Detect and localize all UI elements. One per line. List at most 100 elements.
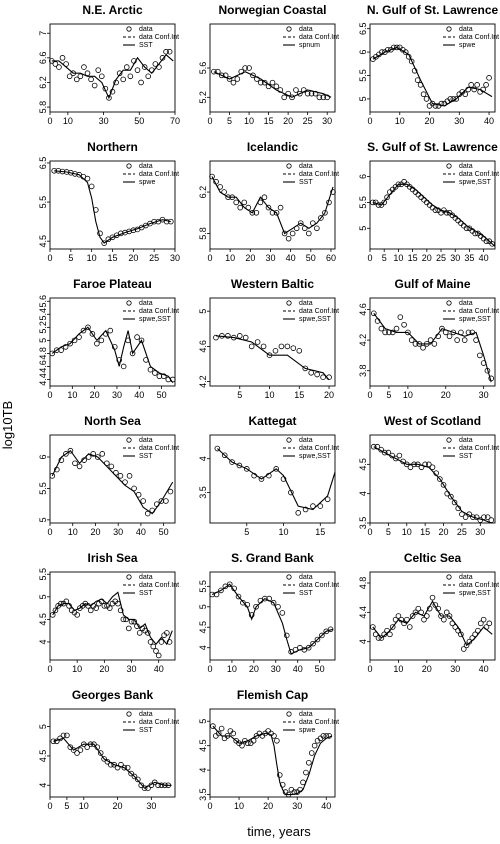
data-point: [91, 82, 98, 89]
x-tick-label: 50: [159, 527, 169, 537]
x-tick-label: 20: [263, 801, 273, 811]
panel-title: Georges Bank: [72, 688, 154, 702]
x-tick-label: 15: [107, 253, 117, 263]
x-tick-label: 25: [149, 253, 159, 263]
x-tick-label: 10: [72, 664, 82, 674]
plot-frame: [209, 571, 336, 661]
x-tick-label: 0: [47, 527, 52, 537]
plot-frame: [49, 571, 176, 661]
data-point: [421, 616, 427, 623]
data-point: [310, 503, 316, 509]
data-point: [448, 493, 454, 500]
data-point: [450, 329, 457, 336]
panel-faroe-plateau: Faroe Plateau 0 10 20 30 40 50 4.44.64.8 5 5.25.4…: [38, 277, 179, 400]
data-point: [408, 58, 415, 65]
data-point: [87, 607, 94, 614]
x-tick-label: 25: [457, 527, 467, 537]
panel-title: S. Grand Bank: [231, 551, 314, 565]
plot-frame: [369, 23, 496, 113]
legend-label: spwe,SST: [459, 590, 492, 597]
data-point: [218, 725, 225, 732]
data-point: [134, 67, 141, 73]
data-point: [226, 581, 233, 588]
x-tick-label: 30: [450, 253, 460, 263]
data-point: [304, 90, 311, 97]
panel-title: N. Gulf of St. Lawrence: [367, 3, 499, 17]
data-point: [152, 61, 159, 67]
x-tick-label: 40: [321, 801, 331, 811]
data-point: [120, 616, 127, 623]
data-point: [447, 96, 454, 102]
data-point: [253, 603, 259, 610]
panel-title: N.E. Arctic: [82, 3, 143, 17]
legend-symbol: [446, 163, 452, 169]
x-tick-label: 40: [154, 664, 164, 674]
data-point: [138, 337, 145, 344]
data-point: [488, 517, 495, 523]
panel-west-of-scotland: West of Scotland 0 5 10 15 20 25 30 3.5 4 4.5 datad…: [358, 414, 499, 537]
x-tick-label: 0: [47, 253, 52, 263]
y-tick-label: 6.5: [358, 22, 368, 35]
data-point: [81, 64, 87, 70]
data-point: [85, 324, 91, 331]
series-line: [51, 449, 174, 515]
x-tick-label: 40: [484, 116, 494, 126]
series-line: [215, 335, 330, 381]
legend-label: spwe,SST: [459, 179, 492, 186]
panel-title: Western Baltic: [231, 277, 314, 291]
y-tick-label: 6.2: [38, 76, 48, 89]
data-point: [98, 337, 105, 344]
data-point: [101, 240, 107, 246]
legend-symbol: [126, 574, 132, 580]
x-tick-label: 20: [90, 527, 100, 537]
legend-label: data: [299, 437, 313, 444]
series-line: [211, 583, 333, 655]
legend-label: SST: [299, 590, 313, 597]
data-point: [305, 230, 312, 237]
y-tick-label: 5.2: [38, 321, 48, 334]
legend-symbol: [126, 437, 132, 443]
panel-title: Faroe Plateau: [73, 277, 152, 291]
data-point: [52, 607, 59, 614]
legend-label: spwe,SST: [139, 316, 172, 323]
data-point: [99, 451, 106, 457]
legend-label: data Conf.Int: [459, 582, 499, 589]
series-line: [53, 737, 172, 789]
legend-symbol: [446, 437, 452, 443]
data-point: [210, 723, 216, 729]
panel-title: S. Gulf of St. Lawrence: [367, 140, 498, 154]
data-point: [440, 482, 447, 488]
plot-frame: [209, 297, 336, 387]
x-tick-label: 10: [79, 801, 89, 811]
data-point: [320, 374, 326, 381]
data-point: [147, 366, 154, 373]
data-point: [480, 616, 487, 623]
y-tick-label: 5: [198, 719, 208, 724]
data-point: [290, 345, 297, 351]
data-point: [423, 96, 430, 102]
data-point: [67, 340, 73, 347]
data-point: [80, 327, 87, 334]
x-tick-label: 20: [324, 390, 334, 400]
data-point: [274, 737, 280, 744]
y-tick-label: 3.8: [358, 364, 368, 377]
legend-label: data Conf.Int: [459, 445, 499, 452]
figure-ylabel: log10TB: [0, 401, 15, 449]
x-tick-label: 20: [128, 253, 138, 263]
legend-label: spwe,SST: [459, 316, 492, 323]
data-point: [250, 72, 256, 79]
data-point: [161, 373, 167, 380]
data-point: [98, 73, 105, 80]
legend-symbol: [286, 711, 292, 717]
y-tick-label: 5: [198, 604, 208, 609]
y-tick-label: 4: [38, 783, 48, 788]
x-tick-label: 50: [306, 253, 316, 263]
x-tick-label: 0: [47, 116, 52, 126]
data-point: [95, 67, 102, 73]
data-point: [324, 496, 331, 503]
data-point: [70, 747, 77, 753]
legend-label: data Conf.Int: [139, 171, 179, 178]
